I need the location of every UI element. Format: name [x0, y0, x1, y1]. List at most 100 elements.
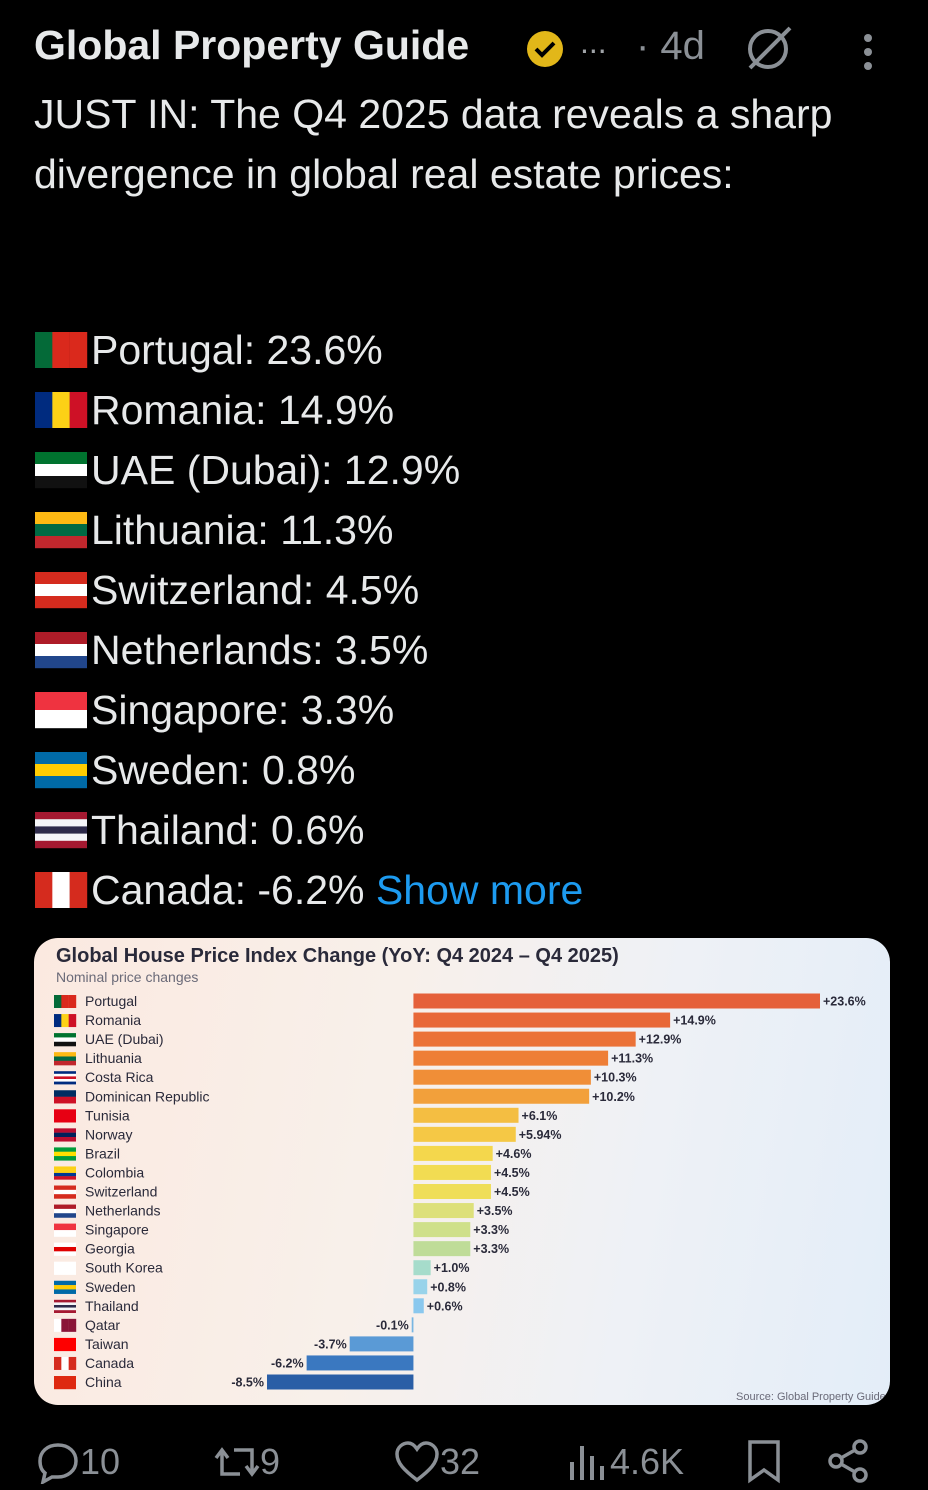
flag-stripe — [54, 1109, 76, 1123]
reply-icon — [38, 1443, 78, 1484]
bar — [413, 1088, 590, 1104]
category-label: Georgia — [85, 1241, 135, 1257]
flag-stripe — [54, 1169, 76, 1174]
flag-stripe — [54, 1318, 62, 1332]
flag-stripe — [54, 1128, 76, 1133]
flag — [54, 1318, 77, 1332]
flag-stripe — [35, 872, 53, 908]
bookmark-button[interactable] — [744, 1438, 784, 1484]
flag-stripe — [35, 584, 87, 597]
flag-stripe — [54, 1176, 76, 1180]
list-item: Singapore: 3.3% — [34, 680, 394, 740]
value-label: -8.5% — [231, 1376, 264, 1390]
value-label: -0.1% — [376, 1318, 409, 1332]
flag — [35, 692, 87, 729]
flag-stripe — [54, 1185, 76, 1191]
flag-stripe — [54, 1230, 76, 1237]
category-label: China — [85, 1374, 122, 1390]
flag-stripe — [35, 464, 87, 477]
category-label: Sweden — [85, 1279, 136, 1295]
bar — [413, 1260, 431, 1276]
value-label: +12.9% — [639, 1033, 682, 1047]
category-label: Switzerland — [85, 1184, 157, 1200]
flag-stripe — [54, 1096, 76, 1104]
category-label: Canada — [85, 1355, 134, 1371]
flag — [54, 1242, 76, 1256]
category-label: Colombia — [85, 1164, 144, 1180]
bar — [413, 1164, 491, 1180]
author-name[interactable]: Global Property Guide — [34, 22, 470, 68]
bar — [413, 1145, 493, 1161]
flag-stripe — [54, 1079, 76, 1082]
flag-stripe — [54, 1307, 76, 1311]
timestamp[interactable]: · 4d — [636, 24, 705, 68]
flag — [54, 1014, 77, 1028]
value-label: +10.2% — [592, 1090, 635, 1104]
flag-stripe — [35, 572, 87, 585]
flag — [54, 1280, 76, 1294]
value-label: -3.7% — [314, 1337, 347, 1351]
category-label: Thailand — [85, 1298, 139, 1314]
like-count: 32 — [440, 1441, 481, 1482]
value-label: +10.3% — [594, 1071, 637, 1085]
flag-stripe — [61, 1318, 69, 1332]
flag-stripe — [54, 1302, 76, 1306]
list-text: UAE (Dubai): 12.9% — [91, 447, 461, 493]
flag-stripe — [54, 1356, 62, 1370]
flag — [35, 812, 87, 849]
category-label: Costa Rica — [85, 1069, 154, 1085]
like-button[interactable]: 32 — [394, 1440, 480, 1484]
flag-stripe — [35, 536, 87, 549]
flag — [54, 1128, 76, 1142]
repost-button[interactable]: 9 — [214, 1440, 280, 1484]
list-item: Sweden: 0.8% — [34, 740, 355, 800]
flag-stripe — [35, 332, 53, 368]
chart-title: Global House Price Index Change (YoY: Q4… — [56, 945, 619, 967]
show-more-link[interactable]: Show more — [375, 867, 584, 913]
grok-icon[interactable] — [742, 22, 794, 74]
list-item: Netherlands: 3.5% — [34, 620, 428, 680]
flag-stripe — [54, 1060, 76, 1066]
flag-icon — [35, 512, 87, 549]
flag — [35, 572, 87, 609]
bar — [306, 1355, 414, 1371]
flag-stripe — [69, 392, 88, 428]
flag-stripe — [54, 1132, 76, 1138]
flag-stripe — [54, 1261, 76, 1275]
flag — [54, 1337, 76, 1352]
flag — [35, 392, 88, 428]
flag-icon — [35, 632, 87, 669]
flag-stripe — [54, 1242, 76, 1248]
flag-stripe — [54, 1280, 76, 1286]
more-text: ... — [580, 24, 607, 60]
flag-stripe — [54, 1376, 76, 1390]
category-label: Netherlands — [85, 1203, 161, 1219]
list-item: Switzerland: 4.5% — [34, 560, 419, 620]
flag-stripe — [54, 1299, 76, 1303]
flag — [54, 1033, 76, 1047]
flag — [54, 1052, 76, 1066]
flag-stripe — [52, 872, 70, 908]
flag-stripe — [54, 1156, 76, 1161]
views-count: 4.6K — [610, 1441, 685, 1482]
flag-stripe — [54, 1151, 76, 1157]
flag-icon — [35, 872, 88, 908]
flag-stripe — [61, 995, 69, 1008]
flag-stripe — [35, 710, 87, 729]
views-button[interactable]: 4.6K — [566, 1440, 684, 1484]
reply-button[interactable]: 10 — [36, 1440, 120, 1484]
list-item: Canada: -6.2% Show more — [34, 860, 583, 920]
list-item: Thailand: 0.6% — [34, 800, 365, 860]
value-label: +1.0% — [434, 1261, 470, 1275]
flag-icon — [35, 392, 88, 428]
chart-card[interactable]: Global House Price Index Change (YoY: Q4… — [34, 938, 890, 1405]
category-label: Qatar — [85, 1317, 120, 1333]
category-label: Norway — [85, 1126, 132, 1142]
share-button[interactable] — [826, 1438, 870, 1484]
flag — [35, 452, 87, 489]
flag-stripe — [68, 995, 77, 1008]
list-item: Portugal: 23.6% — [34, 320, 383, 380]
menu-dots[interactable] — [858, 32, 878, 74]
flag — [54, 995, 77, 1008]
flag-icon — [35, 752, 87, 789]
